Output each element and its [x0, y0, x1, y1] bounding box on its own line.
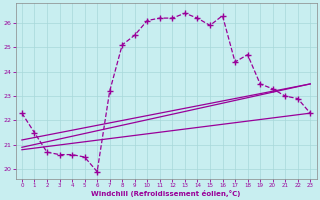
X-axis label: Windchill (Refroidissement éolien,°C): Windchill (Refroidissement éolien,°C) — [92, 190, 241, 197]
